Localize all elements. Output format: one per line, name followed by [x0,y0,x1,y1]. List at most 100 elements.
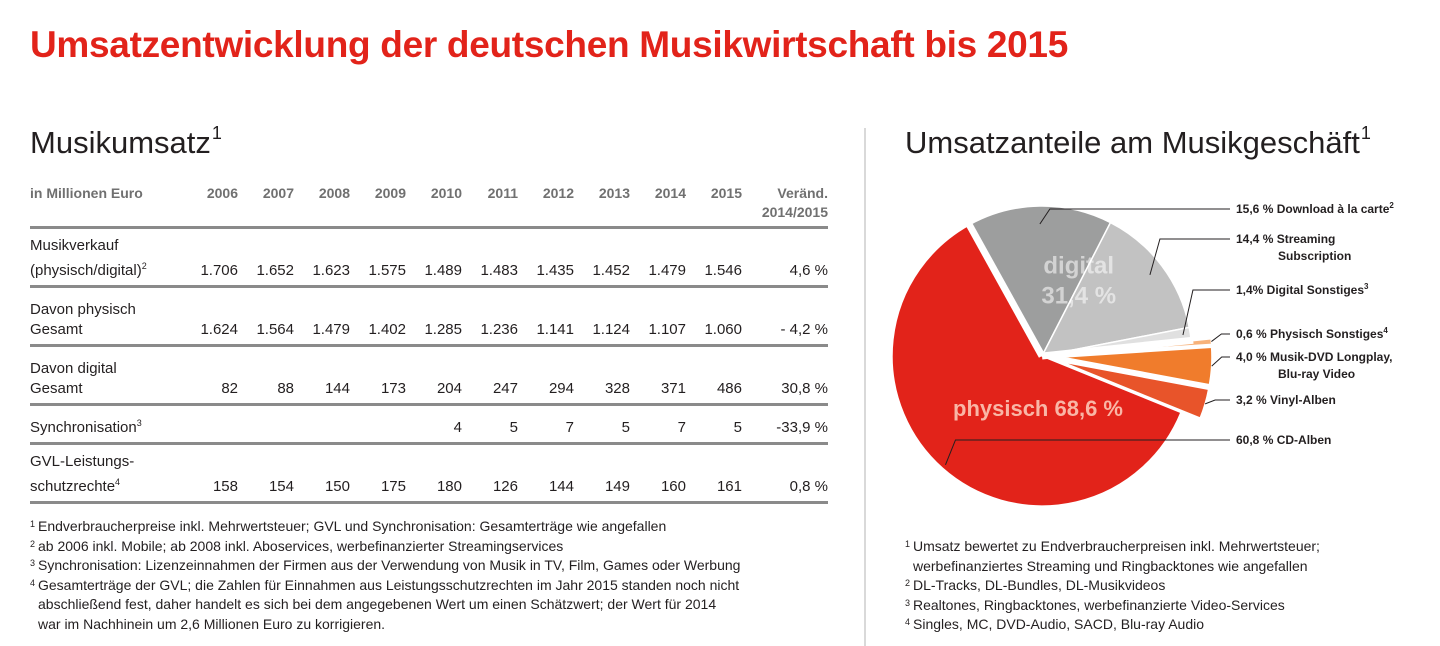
pie-section-title-text: Umsatzanteile am Musikgeschäft [905,125,1360,160]
slice-label: 15,6 % Download à la carte2 [1236,201,1394,216]
table-cell: 294 [518,345,574,406]
table-cell: 1.402 [350,286,406,347]
footnote: werbefinanziertes Streaming und Ringback… [905,557,1425,577]
row-label-text: Synchronisation [30,419,137,436]
footnote-text: Realtones, Ringbacktones, werbefinanzier… [913,596,1285,613]
table-cell: 1.652 [238,227,294,288]
year-header: 2010 [406,180,462,229]
footnote-text: Singles, MC, DVD-Audio, SACD, Blu-ray Au… [913,616,1204,632]
table-cell: 1.479 [630,227,686,288]
title-footnote-marker: 1 [1360,123,1371,143]
footnote: 2 DL-Tracks, DL-Bundles, DL-Musikvideos [905,576,1425,596]
table-cell: 1.107 [630,286,686,347]
footnote-text: Synchronisation: Lizenzeinnahmen der Fir… [38,557,741,573]
change-cell: 0,8 % [742,443,828,504]
row-label-text: schutzrechte [30,478,116,495]
table-cell: 5 [574,404,630,445]
row-label: Musikverkauf (physisch/digital)2 [30,227,188,288]
table-cell: 82 [188,345,238,406]
footnote-marker: 4 [115,477,121,487]
footnote-number: 4 [30,577,36,588]
table-cell: 1.575 [350,227,406,288]
row-label-text: Musikverkauf [30,237,119,254]
year-header: 2014 [630,180,686,229]
footnote-marker: 3 [136,418,142,428]
slice-label: Blu-ray Video [1278,367,1355,381]
table-cell: 126 [462,443,518,504]
row-label-text: Davon physisch [30,301,136,318]
footnote: abschließend fest, daher handelt es sich… [30,595,840,615]
table-cell [188,404,238,445]
table-cell: 1.452 [574,227,630,288]
pie-section-title: Umsatzanteile am Musikgeschäft1 [905,123,1371,161]
table-cell: 158 [188,443,238,504]
table-cell: 149 [574,443,630,504]
table-cell: 160 [630,443,686,504]
change-cell: - 4,2 % [742,286,828,347]
footnote-text: Umsatz bewertet zu Endverbraucherpreisen… [913,538,1320,554]
table-section-title-text: Musikumsatz [30,125,211,160]
slice-label: 1,4% Digital Sonstiges3 [1236,282,1369,297]
row-label-text: Gesamt [30,380,83,397]
leader-line [1149,238,1230,276]
footnote: war im Nachhinein um 2,6 Millionen Euro … [30,615,840,635]
table-row: Davon physisch Gesamt 1.624 1.564 1.479 1.402… [30,286,828,347]
leader-line [1211,333,1230,342]
table-cell: 7 [518,404,574,445]
table-cell: 1.624 [188,286,238,347]
page-title: Umsatzentwicklung der deutschen Musikwir… [30,24,1068,65]
slice-label: Subscription [1278,249,1351,263]
pie-slice [1060,360,1210,420]
slice-label: 14,4 % Streaming [1236,232,1335,246]
footnote: 4 Singles, MC, DVD-Audio, SACD, Blu-ray A… [905,615,1425,635]
footnote: 3 Realtones, Ringbacktones, werbefinanzie… [905,596,1425,616]
table-cell: 1.483 [462,227,518,288]
table-cell: 486 [686,345,742,406]
section-divider [864,128,866,646]
row-label-line: Davon physisch [30,300,188,320]
table-cell: 1.479 [294,286,350,347]
row-label: Davon physisch Gesamt [30,286,188,347]
footnote-number [905,557,913,577]
footnote-text: ab 2006 inkl. Mobile; ab 2008 inkl. Abos… [38,537,564,554]
revenue-table: in Millionen Euro 2006 2007 2008 2009 2010 201… [30,180,828,504]
slice-label: 4,0 % Musik-DVD Longplay, [1236,350,1392,364]
row-label-line: GVL-Leistungs- [30,452,188,472]
pie-slice [891,223,1182,507]
table-row: Synchronisation3 4 5 7 5 7 5 -33,9 % [30,404,828,445]
year-header: 2013 [574,180,630,229]
footnote-text: war im Nachhinein um 2,6 Millionen Euro … [38,615,386,632]
row-label-text: Davon digital [30,360,117,377]
table-cell: 1.706 [188,227,238,288]
footnote-text: abschließend fest, daher handelt es sich… [38,596,717,612]
year-header: 2009 [350,180,406,229]
change-cell: 4,6 % [742,227,828,288]
group-separator [965,221,1046,358]
row-label: Synchronisation3 [30,404,188,445]
footnote: 3 Synchronisation: Lizenzeinnahmen der Fi… [30,556,840,576]
footnote-text: DL-Tracks, DL-Bundles, DL-Musikvideos [913,577,1166,593]
row-label-line: Gesamt [30,379,188,399]
table-section-title: Musikumsatz1 [30,123,222,161]
group-separator [1041,336,1194,360]
change-cell: 30,8 % [742,345,828,406]
table-row: Davon digital Gesamt 82 88 144 173 204 247 294 32… [30,345,828,406]
footnote: 1 Umsatz bewertet zu Endverbraucherpreise… [905,537,1425,557]
year-header: 2008 [294,180,350,229]
table-cell: 1.435 [518,227,574,288]
table-cell: 154 [238,443,294,504]
table-cell: 371 [630,345,686,406]
footnote-marker: 2 [1389,201,1394,210]
leader-line [1204,399,1230,405]
table-cell [238,404,294,445]
slice-label: 0,6 % Physisch Sonstiges4 [1236,326,1388,341]
row-label-line: Davon digital [30,359,188,379]
footnote-text: werbefinanziertes Streaming und Ringback… [913,557,1308,574]
table-cell: 1.285 [406,286,462,347]
slice-label: 3,2 % Vinyl-Alben [1236,393,1336,407]
table-cell: 180 [406,443,462,504]
row-label-text: GVL-Leistungs- [30,453,135,470]
footnote-number: 1 [905,539,911,549]
table-row: Musikverkauf (physisch/digital)2 1.706 1.65… [30,227,828,288]
